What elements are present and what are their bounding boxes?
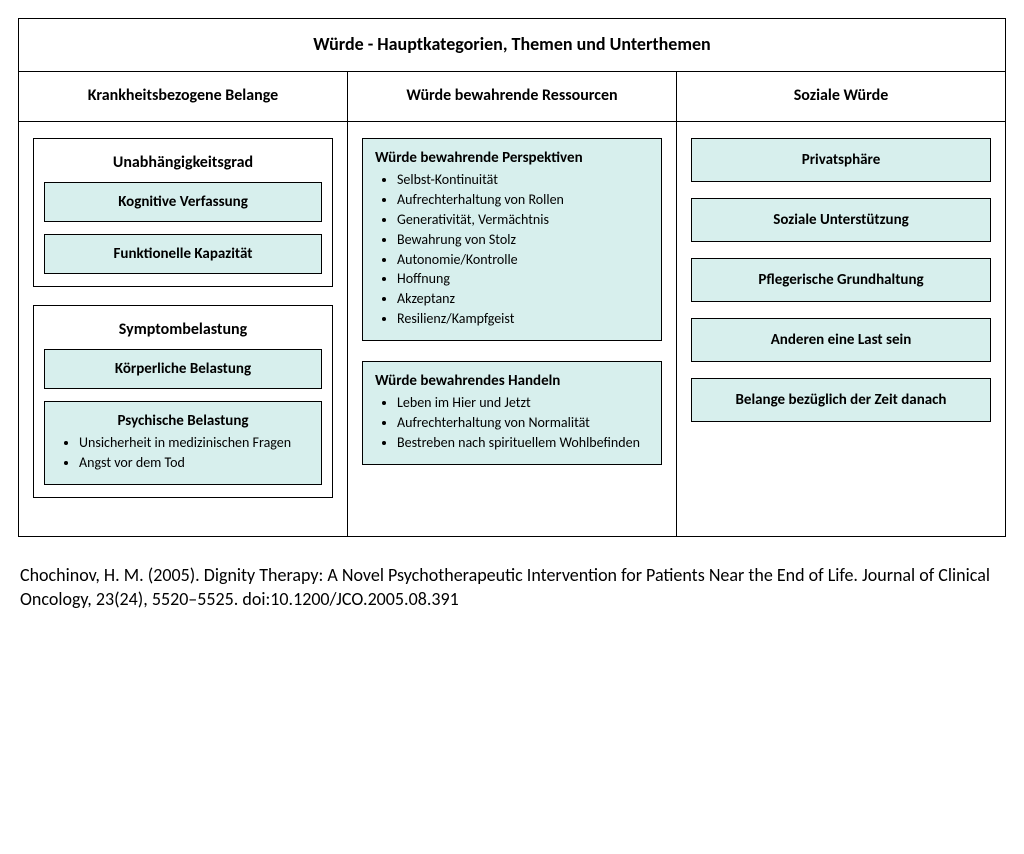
col1-group-independence: Unabhängigkeitsgrad Kognitive Verfassung… xyxy=(33,138,333,287)
list-item: Bewahrung von Stolz xyxy=(397,231,649,250)
col3-box-aftermath: Belange bezüglich der Zeit danach xyxy=(691,378,991,422)
col1-group1-title: Unabhängigkeitsgrad xyxy=(44,149,322,182)
col1: Unabhängigkeitsgrad Kognitive Verfassung… xyxy=(19,122,347,536)
list-item: Akzeptanz xyxy=(397,290,649,309)
col2-box-actions: Würde bewahrendes Handeln Leben im Hier … xyxy=(362,361,662,465)
col2-header: Würde bewahrende Ressourcen xyxy=(347,72,676,121)
list-item: Unsicherheit in medizinischen Fragen xyxy=(79,434,309,453)
col2-perspectives-bullets: Selbst-Kontinuität Aufrechterhaltung von… xyxy=(375,171,649,329)
col1-box-cognitive: Kognitive Verfassung xyxy=(44,182,322,222)
column-headers: Krankheitsbezogene Belange Würde bewahre… xyxy=(19,72,1005,122)
diagram-body: Unabhängigkeitsgrad Kognitive Verfassung… xyxy=(19,122,1005,536)
col1-psychological-bullets: Unsicherheit in medizinischen Fragen Ang… xyxy=(57,434,309,473)
list-item: Leben im Hier und Jetzt xyxy=(397,394,649,413)
col3-box-burden: Anderen eine Last sein xyxy=(691,318,991,362)
list-item: Aufrechterhaltung von Rollen xyxy=(397,191,649,210)
col1-group-symptoms: Symptombelastung Körperliche Belastung P… xyxy=(33,305,333,498)
diagram-frame: Würde - Hauptkategorien, Themen und Unte… xyxy=(18,18,1006,537)
col1-box-functional: Funktionelle Kapazität xyxy=(44,234,322,274)
col2-box-perspectives: Würde bewahrende Perspektiven Selbst-Kon… xyxy=(362,138,662,341)
list-item: Aufrechterhaltung von Normalität xyxy=(397,414,649,433)
col2-box2-title: Würde bewahrendes Handeln xyxy=(375,372,649,390)
col2-box1-title: Würde bewahrende Perspektiven xyxy=(375,149,649,167)
col3-box-privacy: Privatsphäre xyxy=(691,138,991,182)
list-item: Resilienz/Kampfgeist xyxy=(397,310,649,329)
col1-box-physical: Körperliche Belastung xyxy=(44,349,322,389)
list-item: Hoffnung xyxy=(397,270,649,289)
list-item: Autonomie/Kontrolle xyxy=(397,251,649,270)
col3-header: Soziale Würde xyxy=(676,72,1005,121)
col2-actions-bullets: Leben im Hier und Jetzt Aufrechterhaltun… xyxy=(375,394,649,453)
col3: Privatsphäre Soziale Unterstützung Pfleg… xyxy=(676,122,1005,536)
list-item: Selbst-Kontinuität xyxy=(397,171,649,190)
list-item: Generativität, Vermächtnis xyxy=(397,211,649,230)
col3-box-care-tenor: Pflegerische Grundhaltung xyxy=(691,258,991,302)
list-item: Bestreben nach spirituellem Wohlbefinden xyxy=(397,434,649,453)
col1-box-psychological-title: Psychische Belastung xyxy=(57,412,309,430)
col3-box-support: Soziale Unterstützung xyxy=(691,198,991,242)
col2: Würde bewahrende Perspektiven Selbst-Kon… xyxy=(347,122,676,536)
citation-text: Chochinov, H. M. (2005). Dignity Therapy… xyxy=(18,537,1006,612)
list-item: Angst vor dem Tod xyxy=(79,454,309,473)
col1-header: Krankheitsbezogene Belange xyxy=(19,72,347,121)
diagram-title: Würde - Hauptkategorien, Themen und Unte… xyxy=(19,19,1005,72)
col1-box-psychological: Psychische Belastung Unsicherheit in med… xyxy=(44,401,322,485)
col1-group2-title: Symptombelastung xyxy=(44,316,322,349)
